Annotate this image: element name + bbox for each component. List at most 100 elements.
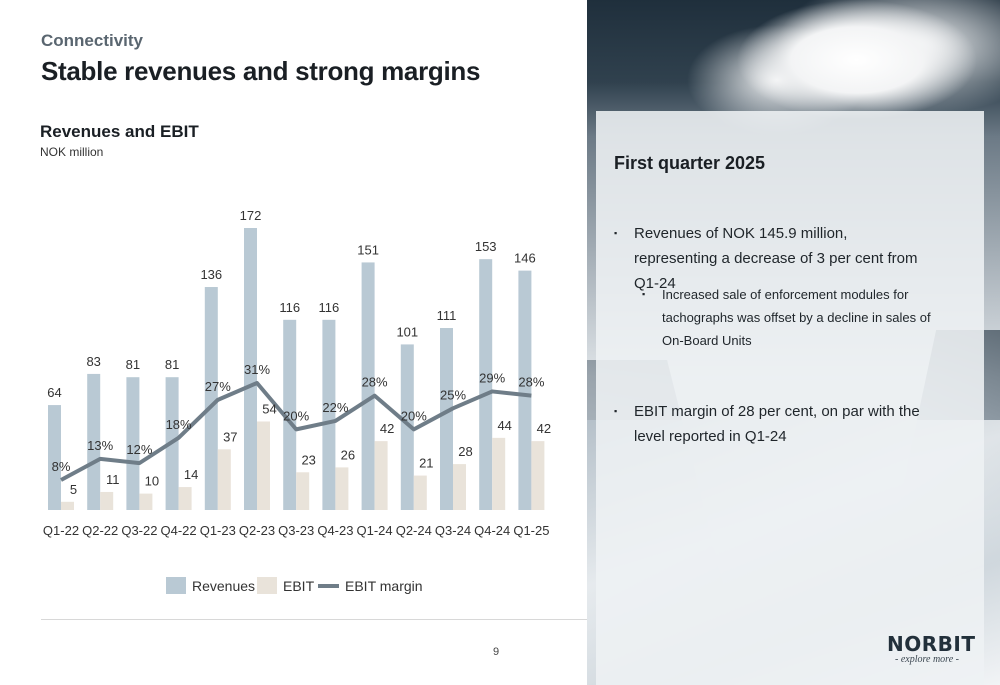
label-ebit: 42 bbox=[537, 421, 551, 436]
label-ebit-margin: 22% bbox=[322, 400, 348, 415]
logo-wordmark: NORBIT bbox=[887, 632, 976, 656]
panel-title: First quarter 2025 bbox=[614, 153, 766, 173]
x-tick-label: Q1-24 bbox=[357, 523, 393, 538]
label-revenues: 83 bbox=[86, 354, 100, 369]
label-revenues: 111 bbox=[437, 308, 457, 323]
label-revenues: 64 bbox=[47, 385, 61, 400]
bullet-revenues: ▪ Revenues of NOK 145.9 million, represe… bbox=[614, 221, 934, 296]
bar-revenues bbox=[87, 373, 101, 510]
label-revenues: 146 bbox=[514, 251, 536, 266]
x-tick-label: Q1-22 bbox=[43, 523, 79, 538]
bullet-icon: ▪ bbox=[614, 228, 618, 238]
bar-ebit bbox=[100, 491, 114, 510]
label-ebit: 21 bbox=[419, 456, 433, 471]
bar-ebit bbox=[413, 475, 427, 510]
chart-legend: Revenues EBIT EBIT margin bbox=[166, 577, 423, 594]
bar-ebit bbox=[296, 472, 310, 510]
bar-revenues bbox=[361, 262, 375, 510]
x-tick-label: Q2-24 bbox=[396, 523, 432, 538]
line-ebit-margin bbox=[60, 381, 532, 482]
bar-revenues bbox=[400, 344, 414, 510]
label-ebit: 28 bbox=[458, 444, 472, 459]
label-revenues: 136 bbox=[200, 267, 222, 282]
bar-ebit bbox=[61, 501, 74, 510]
bar-revenues bbox=[244, 228, 257, 510]
summary-panel: First quarter 2025 ▪ Revenues of NOK 145… bbox=[596, 111, 984, 685]
bullet-icon: ▪ bbox=[614, 406, 618, 416]
bar-ebit bbox=[217, 449, 231, 510]
label-revenues: 153 bbox=[475, 239, 497, 254]
label-ebit: 14 bbox=[184, 467, 198, 482]
bar-revenues bbox=[283, 319, 297, 510]
label-revenues: 101 bbox=[396, 324, 418, 339]
x-tick-label: Q1-23 bbox=[200, 523, 236, 538]
label-ebit-margin: 13% bbox=[87, 438, 113, 453]
bullet-text: EBIT margin of 28 per cent, on par with … bbox=[634, 403, 920, 445]
x-tick-label: Q4-22 bbox=[161, 523, 197, 538]
label-ebit: 42 bbox=[380, 421, 394, 436]
page-number: 9 bbox=[493, 646, 500, 658]
bar-ebit bbox=[335, 467, 349, 510]
norbit-logo: NORBIT - explore more - bbox=[887, 632, 976, 665]
x-tick-label: Q2-23 bbox=[239, 523, 275, 538]
legend-label-margin: EBIT margin bbox=[345, 578, 423, 594]
image-panel: First quarter 2025 ▪ Revenues of NOK 145… bbox=[587, 0, 1000, 685]
label-ebit: 26 bbox=[341, 447, 355, 462]
label-ebit-margin: 28% bbox=[362, 375, 388, 390]
label-ebit-margin: 28% bbox=[518, 375, 544, 390]
legend-label-revenues: Revenues bbox=[192, 578, 255, 594]
chart-title: Revenues and EBIT bbox=[40, 122, 199, 141]
label-revenues: 151 bbox=[357, 242, 379, 257]
label-ebit-margin: 29% bbox=[479, 370, 505, 385]
label-ebit-margin: 25% bbox=[440, 387, 466, 402]
content-area: Connectivity Stable revenues and strong … bbox=[40, 31, 587, 658]
bar-ebit bbox=[492, 437, 506, 510]
label-ebit: 23 bbox=[301, 452, 315, 467]
bullet-icon: ▪ bbox=[642, 289, 646, 299]
bar-ebit bbox=[139, 493, 153, 510]
x-tick-label: Q3-24 bbox=[435, 523, 471, 538]
bar-ebit bbox=[531, 441, 545, 510]
page-title: Stable revenues and strong margins bbox=[41, 56, 481, 86]
legend-swatch-ebit bbox=[257, 577, 277, 594]
label-revenues: 81 bbox=[126, 357, 140, 372]
label-ebit-margin: 20% bbox=[401, 408, 427, 423]
x-tick-label: Q3-23 bbox=[278, 523, 314, 538]
x-tick-label: Q3-22 bbox=[121, 523, 157, 538]
bar-ebit bbox=[178, 487, 192, 510]
bar-revenues bbox=[518, 270, 532, 510]
bar-revenues bbox=[440, 328, 453, 510]
bullet-ebit-margin: ▪ EBIT margin of 28 per cent, on par wit… bbox=[614, 399, 954, 449]
label-ebit-margin: 8% bbox=[52, 459, 71, 474]
label-ebit: 11 bbox=[106, 472, 120, 487]
label-ebit-margin: 20% bbox=[283, 408, 309, 423]
logo-tagline: - explore more - bbox=[895, 654, 959, 665]
label-ebit-margin: 18% bbox=[166, 417, 192, 432]
label-ebit: 54 bbox=[262, 401, 276, 416]
label-revenues: 116 bbox=[319, 300, 340, 315]
bullet-enforcement: ▪ Increased sale of enforcement modules … bbox=[642, 283, 954, 352]
section-label: Connectivity bbox=[41, 31, 144, 50]
bar-revenues bbox=[322, 319, 336, 510]
label-ebit-margin: 31% bbox=[244, 362, 270, 377]
x-tick-label: Q4-24 bbox=[474, 523, 510, 538]
label-revenues: 116 bbox=[279, 300, 300, 315]
bar-ebit bbox=[374, 441, 388, 510]
label-ebit-margin: 27% bbox=[205, 379, 231, 394]
bar-revenues bbox=[204, 287, 218, 510]
label-ebit: 44 bbox=[497, 418, 511, 433]
bar-revenues bbox=[479, 259, 493, 510]
label-revenues: 81 bbox=[165, 357, 179, 372]
label-ebit: 37 bbox=[223, 429, 237, 444]
x-tick-label: Q4-23 bbox=[317, 523, 353, 538]
label-ebit: 5 bbox=[70, 482, 77, 497]
bar-revenues bbox=[48, 405, 61, 510]
label-ebit-margin: 12% bbox=[126, 442, 152, 457]
x-tick-label: Q1-25 bbox=[513, 523, 549, 538]
bullet-text: Revenues of NOK 145.9 million, represent… bbox=[634, 225, 918, 292]
label-ebit: 10 bbox=[145, 474, 159, 489]
bar-ebit bbox=[453, 464, 466, 510]
bar-revenues bbox=[126, 377, 140, 510]
label-revenues: 172 bbox=[240, 208, 262, 223]
bar-ebit bbox=[257, 421, 270, 510]
